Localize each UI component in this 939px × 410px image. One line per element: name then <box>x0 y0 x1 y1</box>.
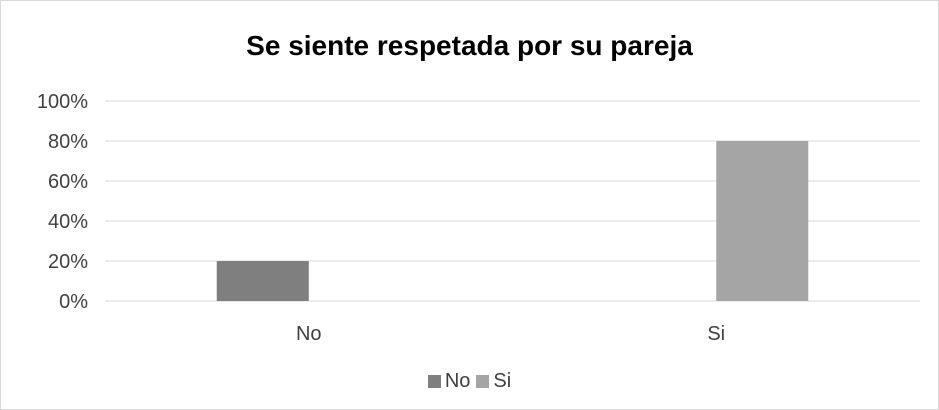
legend-swatch-no <box>427 375 441 388</box>
y-tick-label: 0% <box>59 291 88 313</box>
bar-no-no <box>216 261 309 301</box>
y-tick-label: 20% <box>48 251 88 273</box>
x-tick-label: No <box>296 323 322 345</box>
y-tick-label: 80% <box>48 131 88 153</box>
legend-item-no: No <box>427 370 471 393</box>
legend-label-si: Si <box>493 370 512 392</box>
legend-swatch-si <box>476 375 490 388</box>
y-tick-label: 100% <box>37 91 88 113</box>
x-tick-label: Si <box>707 323 725 345</box>
legend-item-si: Si <box>476 370 511 393</box>
chart-title: Se siente respetada por su pareja <box>246 30 693 61</box>
legend-label-no: No <box>444 370 471 392</box>
y-tick-label: 40% <box>48 211 88 233</box>
y-tick-label: 60% <box>48 171 88 193</box>
chart-legend: No Si <box>0 370 939 393</box>
bar-si-si <box>716 141 809 301</box>
